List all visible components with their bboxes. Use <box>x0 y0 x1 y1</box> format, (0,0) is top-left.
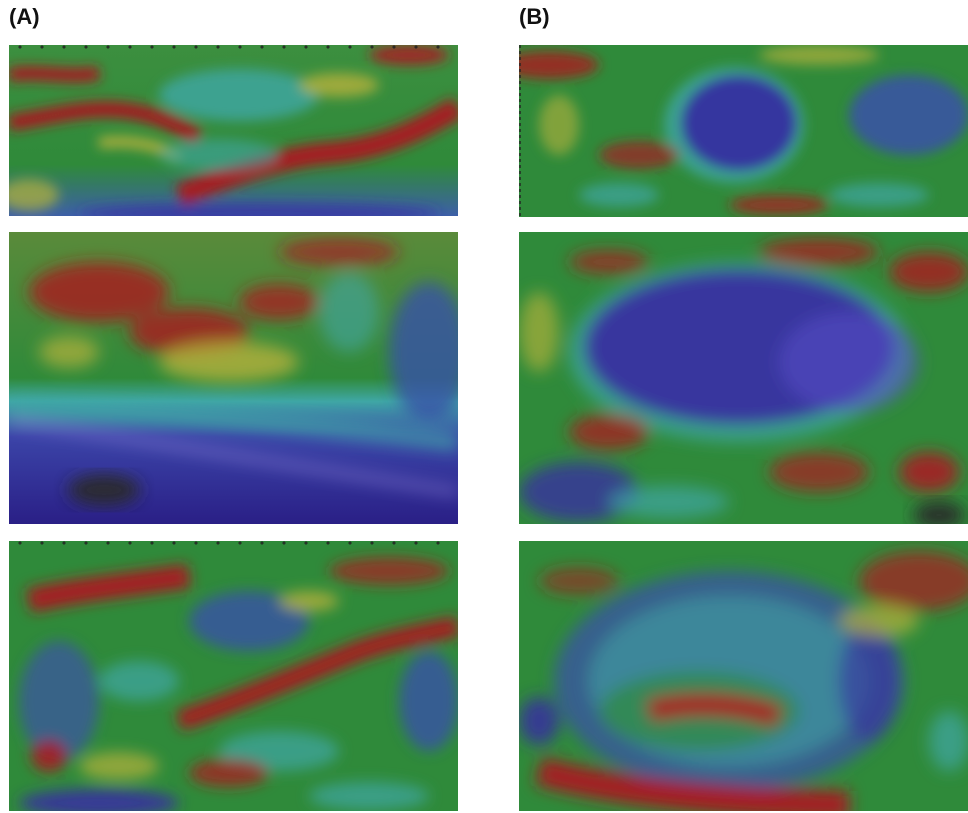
elastography-image-a2 <box>9 232 458 524</box>
panel-label-a: (A) <box>9 4 40 29</box>
elastography-image-a1 <box>9 45 458 216</box>
elastography-image-a3 <box>9 541 458 811</box>
dashed-border-left <box>519 45 521 217</box>
elastography-image-b2 <box>519 232 968 524</box>
dotted-border-top <box>9 45 458 49</box>
elastography-image-b1 <box>519 45 968 217</box>
panel-label-b: (B) <box>519 4 550 29</box>
elastography-image-b3 <box>519 541 968 811</box>
dotted-border-top <box>9 541 458 545</box>
